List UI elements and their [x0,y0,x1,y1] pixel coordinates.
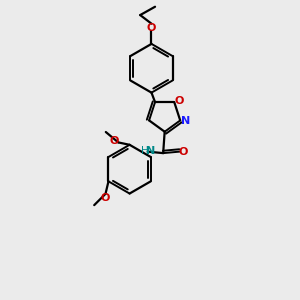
Text: O: O [147,22,156,32]
Text: O: O [175,96,184,106]
Text: O: O [110,136,119,146]
Text: O: O [101,193,110,203]
Text: H: H [142,146,149,156]
Text: N: N [146,146,155,156]
Text: N: N [181,116,190,126]
Text: O: O [179,147,188,157]
